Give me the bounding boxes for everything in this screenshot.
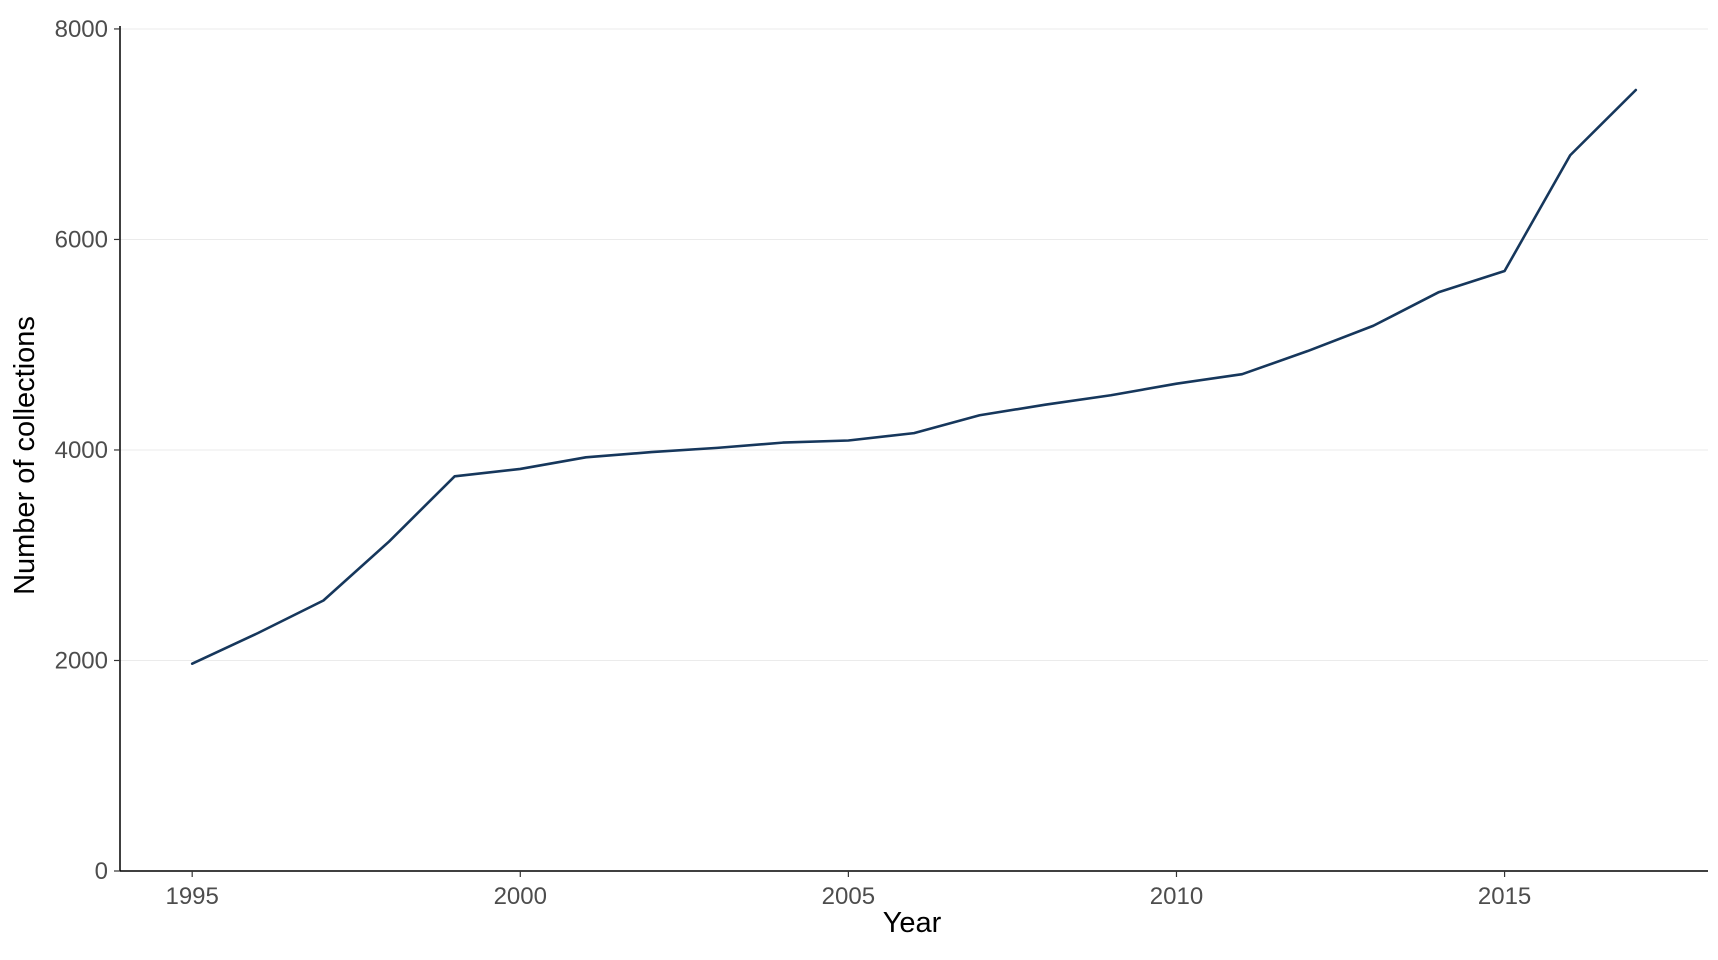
x-tick-label-2010: 2010 (1150, 883, 1203, 910)
y-tick-label-6000: 6000 (55, 226, 108, 253)
gridlines (120, 28, 1708, 661)
axes (114, 26, 1708, 877)
series-layer (190, 88, 1638, 665)
x-tick-label-2015: 2015 (1478, 883, 1531, 910)
y-tick-label-8000: 8000 (55, 16, 108, 43)
series-line-0 (190, 88, 1638, 665)
x-tick-label-1995: 1995 (165, 883, 218, 910)
x-tick-label-2005: 2005 (822, 883, 875, 910)
tick-labels: 0 2000 4000 6000 8000 1995 2000 2005 2010 2015 (55, 16, 1532, 910)
y-tick-label-0: 0 (95, 858, 108, 885)
y-tick-label-4000: 4000 (55, 437, 108, 464)
x-tick-label-2000: 2000 (494, 883, 547, 910)
y-axis-title: Number of collections (9, 316, 41, 595)
x-axis-title: Year (883, 907, 942, 939)
y-tick-label-2000: 2000 (55, 647, 108, 674)
